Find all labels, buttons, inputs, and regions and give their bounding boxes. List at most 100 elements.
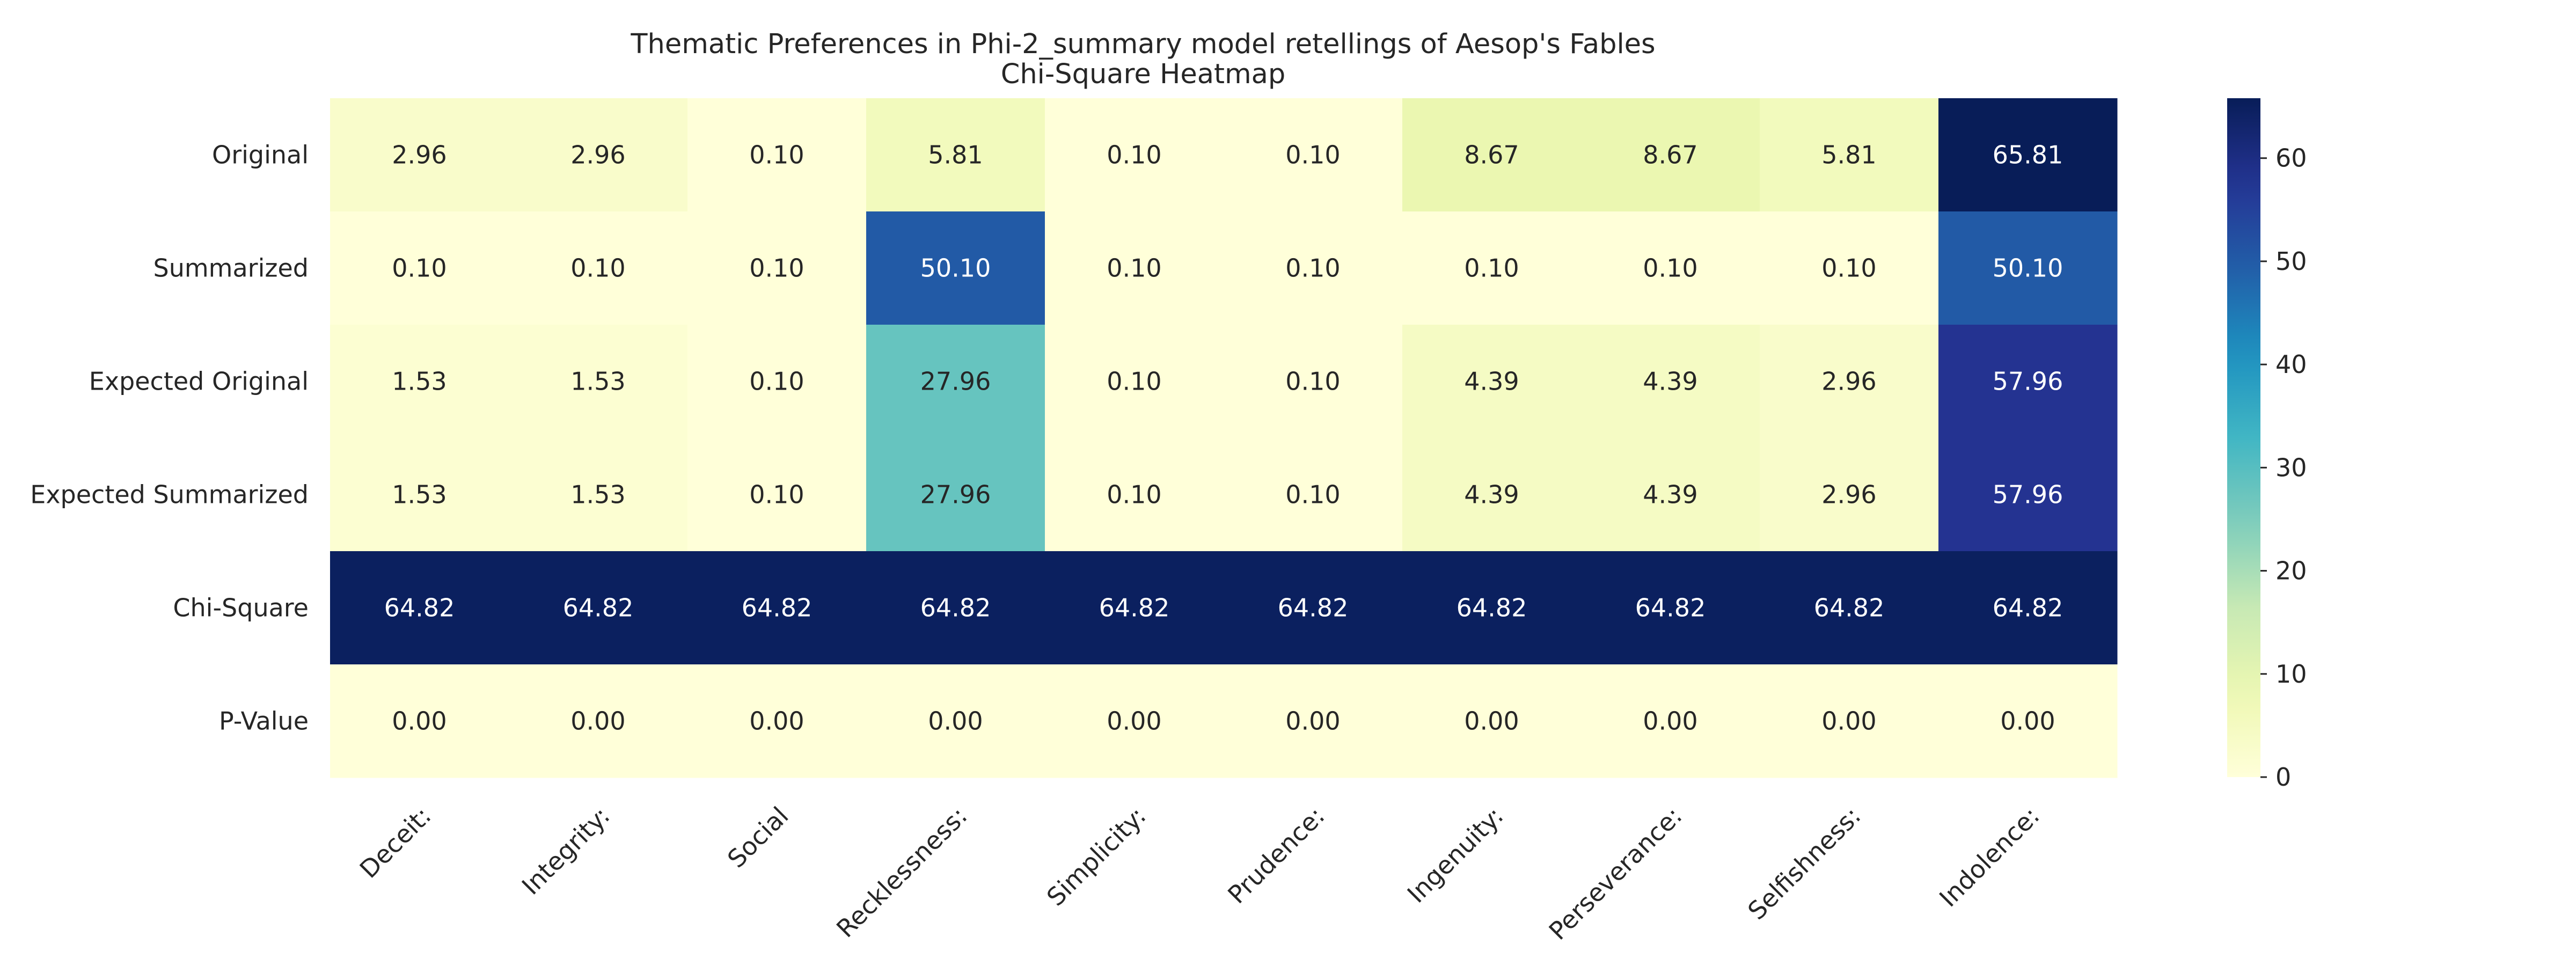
heatmap-cell-p-value-simplicity: [1045, 664, 1224, 778]
row-label-expected-summarized: Expected Summarized: [30, 480, 309, 509]
heatmap-cell-expected-original-recklessness: [866, 325, 1045, 438]
row-label-chi-square: Chi-Square: [173, 594, 309, 623]
cell-value-label: 0.10: [1821, 254, 1876, 283]
cell-value-label: 1.53: [570, 367, 625, 396]
heatmap-cell-chi-square-social: [687, 551, 867, 665]
cell-value-label: 2.96: [570, 141, 625, 170]
column-label-social: Social: [722, 801, 794, 874]
row-label-summarized: Summarized: [153, 254, 309, 283]
heatmap-cell-expected-summarized-integrity: [509, 438, 688, 552]
heatmap-cell-chi-square-recklessness: [866, 551, 1045, 665]
cell-value-label: 64.82: [1099, 594, 1170, 623]
heatmap-cell-expected-summarized-selfishness: [1760, 438, 1939, 552]
cell-value-label: 4.39: [1643, 480, 1697, 509]
cell-value-label: 27.96: [920, 480, 991, 509]
heatmap-cell-expected-summarized-perseverance: [1581, 438, 1760, 552]
cell-value-label: 2.96: [392, 141, 447, 170]
heatmap-cell-chi-square-prudence: [1224, 551, 1403, 665]
heatmap-cell-expected-original-prudence: [1224, 325, 1403, 438]
colorbar: 0 10 20 30 40 50 60: [2227, 98, 2307, 792]
heatmap-cell-original-selfishness: [1760, 98, 1939, 212]
cell-value-label: 0.10: [1107, 254, 1161, 283]
cell-value-label: 0.10: [1643, 254, 1697, 283]
heatmap-cell-p-value-selfishness: [1760, 664, 1939, 778]
cell-value-label: 0.00: [1464, 707, 1519, 736]
column-label-prudence: Prudence:: [1222, 801, 1330, 909]
cell-value-label: 1.53: [392, 367, 447, 396]
cell-value-label: 0.00: [1643, 707, 1697, 736]
heatmap-cell-original-recklessness: [866, 98, 1045, 212]
heatmap-cell-summarized-simplicity: [1045, 211, 1224, 325]
column-label-ingenuity: Ingenuity:: [1402, 801, 1509, 909]
cell-value-label: 0.00: [928, 707, 983, 736]
heatmap-cell-expected-original-perseverance: [1581, 325, 1760, 438]
heatmap-cell-expected-original-indolence: [1938, 325, 2118, 438]
cell-value-label: 64.82: [920, 594, 991, 623]
cell-value-label: 5.81: [1821, 141, 1876, 170]
row-label-original: Original: [212, 141, 309, 170]
cell-value-label: 0.00: [749, 707, 804, 736]
cell-value-label: 0.00: [570, 707, 625, 736]
heatmap-cell-p-value-social: [687, 664, 867, 778]
heatmap-cell-original-indolence: [1938, 98, 2118, 212]
column-label-simplicity: Simplicity:: [1041, 801, 1152, 912]
cell-value-label: 4.39: [1464, 367, 1519, 396]
heatmap-cell-summarized-perseverance: [1581, 211, 1760, 325]
colorbar-tick-label: 10: [2275, 660, 2307, 689]
heatmap-cell-p-value-deceit: [330, 664, 509, 778]
cell-value-label: 64.82: [742, 594, 813, 623]
heatmap-cell-p-value-perseverance: [1581, 664, 1760, 778]
cell-value-label: 8.67: [1464, 141, 1519, 170]
cell-value-label: 4.39: [1464, 480, 1519, 509]
heatmap-cell-summarized-ingenuity: [1402, 211, 1582, 325]
colorbar-tick-label: 60: [2275, 144, 2307, 173]
chart-subtitle: Chi-Square Heatmap: [1001, 58, 1286, 90]
heatmap-cell-chi-square-integrity: [509, 551, 688, 665]
cell-value-label: 0.10: [392, 254, 447, 283]
cell-value-label: 2.96: [1821, 480, 1876, 509]
column-label-recklessness: Recklessness:: [831, 801, 972, 943]
heatmap-cell-expected-summarized-deceit: [330, 438, 509, 552]
cell-value-label: 0.10: [570, 254, 625, 283]
heatmap-cell-p-value-recklessness: [866, 664, 1045, 778]
heatmap-cell-p-value-indolence: [1938, 664, 2118, 778]
cell-value-label: 8.67: [1643, 141, 1697, 170]
cell-value-label: 64.82: [1278, 594, 1349, 623]
cell-value-label: 0.10: [1285, 254, 1340, 283]
heatmap-cells: 2.96 2.96 0.10 5.81 0.10 0.10 8.67 8.67 5.81 65.8…: [330, 98, 2118, 778]
heatmap-cell-expected-summarized-ingenuity: [1402, 438, 1582, 552]
heatmap-cell-chi-square-ingenuity: [1402, 551, 1582, 665]
heatmap-cell-p-value-prudence: [1224, 664, 1403, 778]
heatmap-cell-summarized-indolence: [1938, 211, 2118, 325]
colorbar-tick-label: 30: [2275, 453, 2307, 482]
cell-value-label: 50.10: [920, 254, 991, 283]
cell-value-label: 0.10: [1464, 254, 1519, 283]
heatmap-cell-chi-square-indolence: [1938, 551, 2118, 665]
heatmap-cell-expected-original-social: [687, 325, 867, 438]
cell-value-label: 64.82: [563, 594, 634, 623]
heatmap-cell-summarized-integrity: [509, 211, 688, 325]
heatmap-cell-expected-summarized-prudence: [1224, 438, 1403, 552]
cell-value-label: 0.10: [749, 254, 804, 283]
cell-value-label: 64.82: [1457, 594, 1527, 623]
row-label-expected-original: Expected Original: [89, 367, 309, 396]
heatmap-cell-summarized-social: [687, 211, 867, 325]
cell-value-label: 64.82: [1814, 594, 1885, 623]
colorbar-tick-label: 50: [2275, 247, 2307, 276]
heatmap-cell-summarized-recklessness: [866, 211, 1045, 325]
heatmap-cell-original-ingenuity: [1402, 98, 1582, 212]
colorbar-tick-label: 0: [2275, 763, 2291, 792]
column-labels: Deceit: Integrity: Social Recklessness: Simp…: [354, 801, 2045, 946]
heatmap-cell-original-simplicity: [1045, 98, 1224, 212]
cell-value-label: 0.00: [1107, 707, 1161, 736]
cell-value-label: 0.00: [1285, 707, 1340, 736]
cell-value-label: 0.10: [749, 480, 804, 509]
cell-value-label: 0.00: [1821, 707, 1876, 736]
cell-value-label: 0.00: [392, 707, 447, 736]
cell-value-label: 50.10: [1993, 254, 2063, 283]
cell-value-label: 0.10: [1107, 480, 1161, 509]
row-label-p-value: P-Value: [219, 707, 309, 736]
heatmap-cell-chi-square-perseverance: [1581, 551, 1760, 665]
column-label-indolence: Indolence:: [1934, 801, 2045, 912]
